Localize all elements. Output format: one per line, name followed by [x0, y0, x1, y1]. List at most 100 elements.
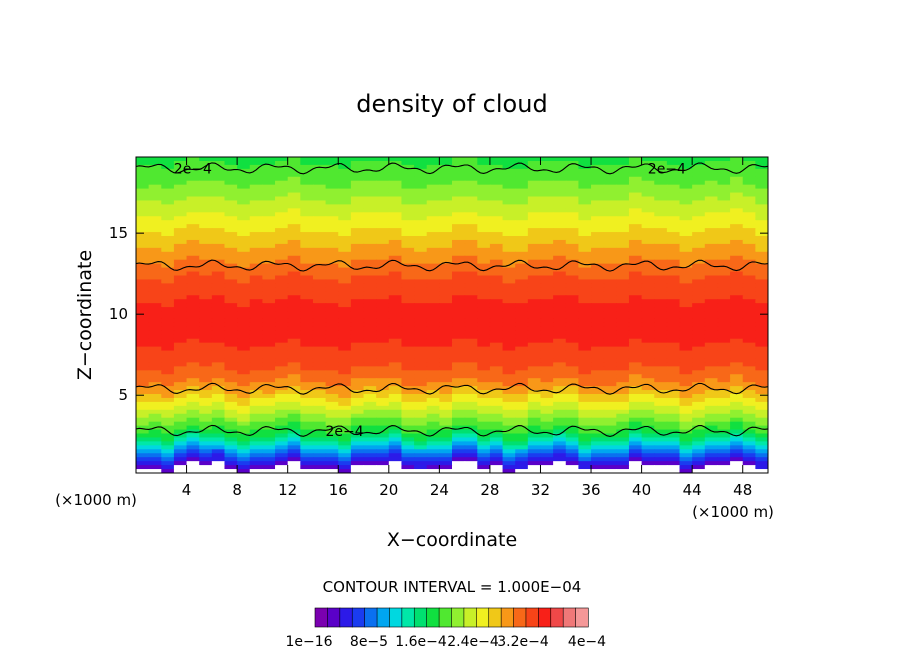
- field-cell: [616, 382, 630, 387]
- field-cell: [628, 307, 643, 312]
- field-cell: [439, 275, 453, 281]
- field-cell: [161, 326, 175, 332]
- field-cell: [148, 239, 162, 245]
- field-cell: [654, 330, 668, 336]
- field-cell: [414, 192, 428, 198]
- field-cell: [350, 429, 365, 435]
- field-cell: [654, 421, 668, 427]
- field-cell: [654, 370, 668, 375]
- field-cell: [730, 176, 744, 182]
- field-cell: [730, 330, 744, 336]
- field-cell: [464, 160, 478, 166]
- field-cell: [742, 370, 756, 375]
- field-cell: [628, 390, 643, 395]
- field-cell: [489, 160, 504, 166]
- field-cell: [628, 295, 643, 300]
- field-cell: [553, 354, 567, 360]
- field-cell: [692, 370, 706, 375]
- field-cell: [679, 247, 693, 253]
- field-cell: [464, 330, 478, 336]
- field-cell: [717, 370, 731, 375]
- field-cell: [679, 303, 693, 308]
- field-cell: [300, 164, 314, 170]
- field-cell: [414, 236, 428, 241]
- field-cell: [452, 307, 466, 312]
- field-cell: [489, 196, 504, 202]
- field-cell: [224, 330, 238, 336]
- field-cell: [173, 220, 188, 225]
- field-cell: [350, 188, 365, 194]
- field-cell: [730, 378, 744, 383]
- field-cell: [502, 168, 516, 174]
- field-cell: [679, 397, 693, 403]
- field-cell: [692, 200, 706, 205]
- field-cell: [502, 200, 516, 205]
- field-cell: [426, 449, 440, 454]
- field-cell: [173, 307, 188, 312]
- field-cell: [654, 295, 668, 300]
- field-cell: [136, 251, 150, 257]
- field-cell: [666, 220, 681, 225]
- field-cell: [679, 287, 693, 292]
- x-unit-label-left: (×1000 m): [55, 491, 137, 509]
- field-cell: [211, 160, 226, 166]
- field-cell: [515, 295, 529, 300]
- field-cell: [730, 188, 744, 194]
- field-cell: [186, 192, 200, 198]
- field-cell: [666, 461, 681, 466]
- field-cell: [515, 188, 529, 194]
- field-cell: [211, 405, 226, 411]
- field-cell: [527, 405, 542, 411]
- field-cell: [755, 259, 768, 265]
- field-cell: [325, 386, 339, 391]
- field-cell: [350, 326, 365, 332]
- field-cell: [148, 429, 162, 435]
- field-cell: [641, 208, 655, 213]
- field-cell: [591, 413, 605, 419]
- field-cell: [262, 255, 276, 261]
- field-cell: [401, 228, 415, 233]
- field-cell: [527, 374, 542, 379]
- field-cell: [464, 157, 478, 162]
- field-cell: [224, 318, 238, 324]
- field-cell: [173, 299, 188, 304]
- field-cell: [679, 322, 693, 328]
- field-cell: [616, 283, 630, 288]
- field-cell: [755, 279, 768, 284]
- field-cell: [553, 232, 567, 237]
- field-cell: [376, 461, 390, 466]
- field-cell: [249, 172, 263, 178]
- field-cell: [464, 421, 478, 427]
- field-cell: [464, 184, 478, 190]
- field-cell: [540, 449, 554, 454]
- field-cell: [161, 421, 175, 427]
- field-cell: [173, 192, 188, 198]
- field-cell: [363, 417, 377, 423]
- field-cell: [388, 299, 403, 304]
- field-cell: [730, 243, 744, 249]
- field-cell: [616, 315, 630, 320]
- field-cell: [730, 295, 744, 300]
- field-cell: [275, 228, 289, 233]
- field-cell: [591, 243, 605, 249]
- field-cell: [591, 366, 605, 371]
- field-cell: [591, 216, 605, 221]
- field-cell: [300, 405, 314, 411]
- field-cell: [136, 216, 150, 221]
- field-cell: [199, 354, 213, 360]
- field-cell: [136, 228, 150, 233]
- field-cell: [452, 417, 466, 423]
- field-cell: [287, 232, 301, 237]
- field-cell: [148, 318, 162, 324]
- field-cell: [312, 397, 327, 403]
- field-cell: [388, 251, 403, 257]
- field-cell: [755, 378, 768, 383]
- field-cell: [439, 346, 453, 352]
- field-cell: [477, 180, 491, 186]
- field-cell: [199, 390, 213, 395]
- field-cell: [338, 322, 352, 328]
- field-cell: [224, 184, 238, 190]
- field-cell: [312, 334, 327, 340]
- field-cell: [426, 172, 440, 178]
- field-cell: [477, 354, 491, 360]
